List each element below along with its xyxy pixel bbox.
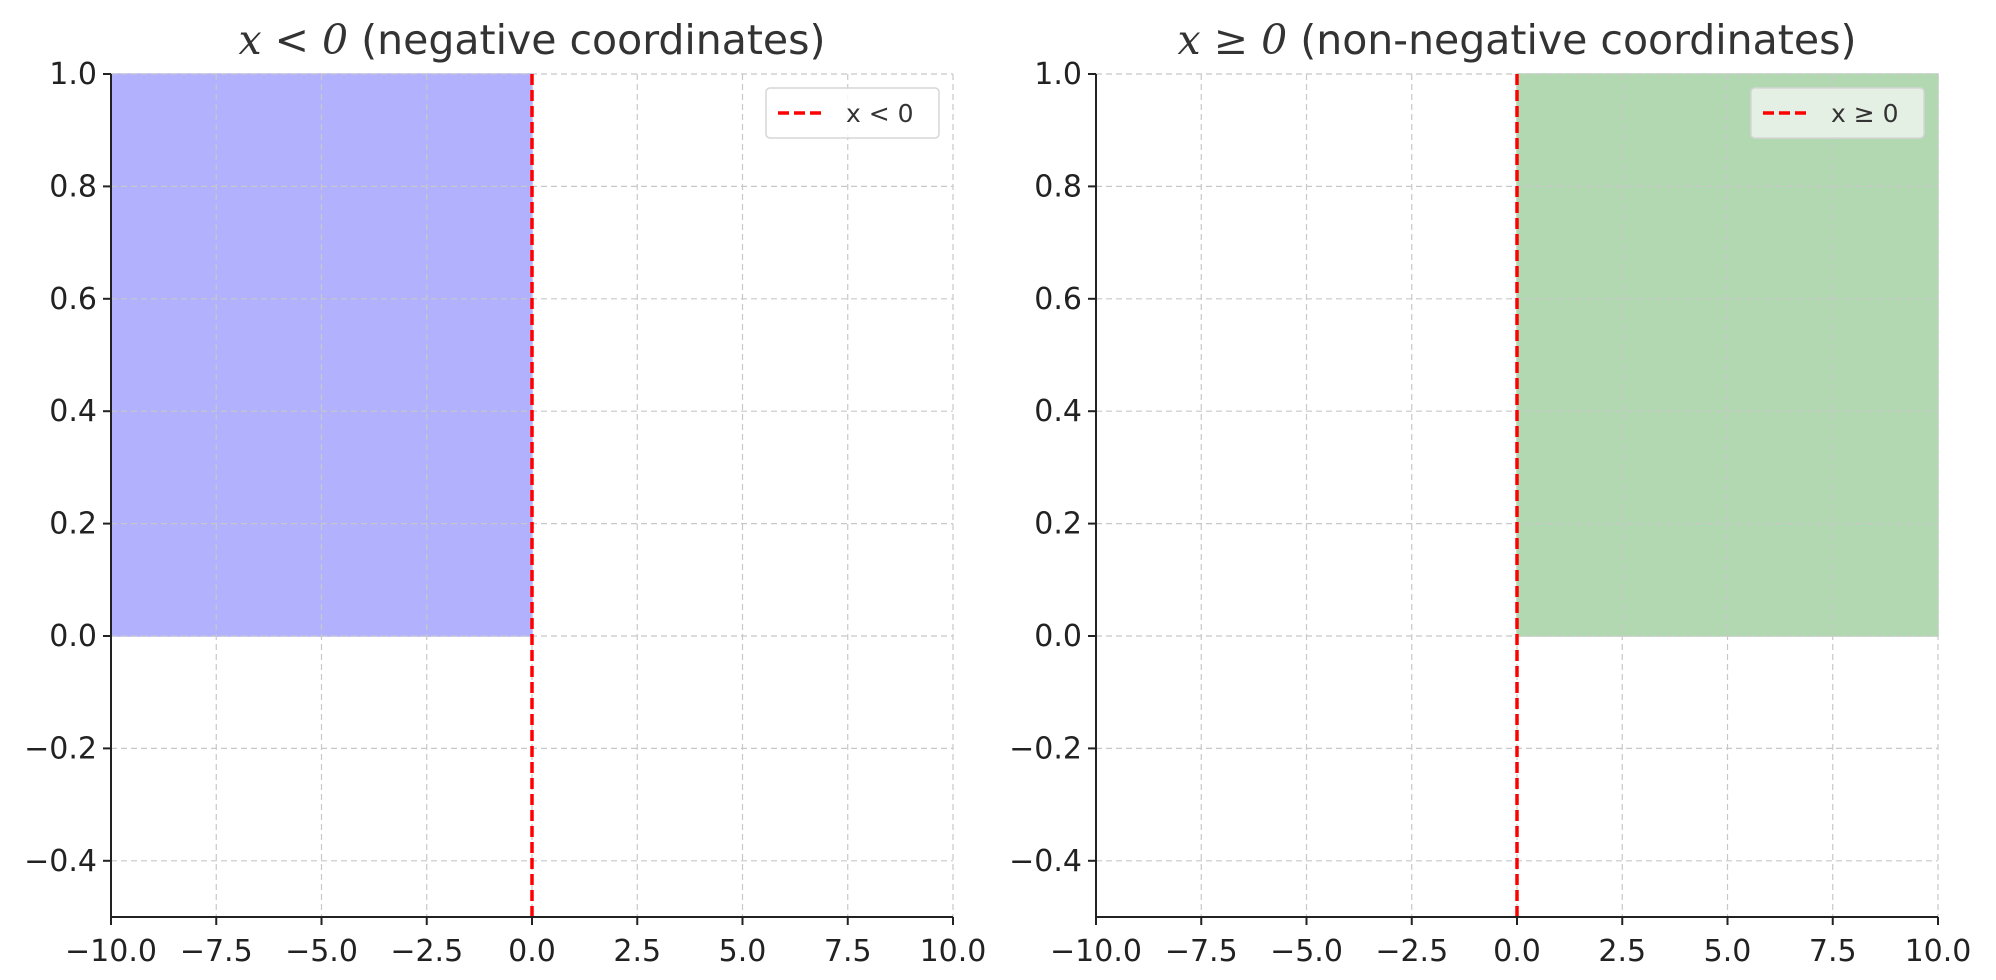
y-tick-label: −0.2 (24, 731, 97, 766)
y-tick-label: −0.4 (1009, 844, 1082, 879)
legend-label: x < 0 (846, 99, 914, 128)
y-tick-label: 0.6 (49, 282, 97, 317)
x-tick-label: 10.0 (1905, 934, 1972, 969)
x-tick-label: 0.0 (1493, 934, 1541, 969)
chart-title-math: x ≥ 0 (1178, 16, 1288, 64)
y-tick-label: 0.8 (49, 169, 97, 204)
x-tick-label: −2.5 (390, 934, 463, 969)
x-axis-ticks: −10.0 −7.5 −5.0 −2.5 0.0 2.5 5.0 7.5 10.0 (1050, 917, 1971, 969)
y-tick-label: 0.2 (49, 507, 97, 542)
x-tick-label: 10.0 (920, 934, 987, 969)
x-tick-label: 2.5 (613, 934, 661, 969)
chart-title-text: (negative coordinates) (348, 16, 825, 64)
y-axis-ticks: 1.0 0.8 0.6 0.4 0.2 0.0 −0.2 −0.4 (24, 57, 111, 879)
x-tick-label: 2.5 (1598, 934, 1646, 969)
x-tick-label: 0.0 (508, 934, 556, 969)
x-tick-label: 5.0 (719, 934, 767, 969)
y-tick-label: 0.0 (1034, 619, 1082, 654)
legend-label: x ≥ 0 (1831, 99, 1899, 128)
chart-negative: −10.0 −7.5 −5.0 −2.5 0.0 2.5 5.0 7.5 10.0 1.0 0.8… (24, 16, 986, 969)
legend-box (765, 87, 940, 139)
x-tick-label: 7.5 (1809, 934, 1857, 969)
y-tick-label: 0.8 (1034, 169, 1082, 204)
x-tick-label: 7.5 (824, 934, 872, 969)
y-axis-ticks: 1.0 0.8 0.6 0.4 0.2 0.0 −0.2 −0.4 (1009, 57, 1096, 879)
x-tick-label: −7.5 (1165, 934, 1238, 969)
y-tick-label: 0.0 (49, 619, 97, 654)
legend: x ≥ 0 (1750, 87, 1925, 139)
y-tick-label: 0.4 (49, 394, 97, 429)
x-tick-label: −5.0 (1270, 934, 1343, 969)
x-tick-label: −10.0 (1050, 934, 1142, 969)
y-tick-label: −0.4 (24, 844, 97, 879)
chart-title-text: (non-negative coordinates) (1287, 16, 1856, 64)
chart-non-negative: −10.0 −7.5 −5.0 −2.5 0.0 2.5 5.0 7.5 10.0 1.0 0.8… (1009, 16, 1971, 969)
chart-title: x < 0 (negative coordinates) (238, 16, 825, 64)
y-tick-label: 0.2 (1034, 507, 1082, 542)
y-tick-label: 0.4 (1034, 394, 1082, 429)
x-tick-label: 5.0 (1704, 934, 1752, 969)
y-tick-label: 1.0 (49, 57, 97, 92)
x-axis-ticks: −10.0 −7.5 −5.0 −2.5 0.0 2.5 5.0 7.5 10.0 (65, 917, 986, 969)
y-tick-label: 1.0 (1034, 57, 1082, 92)
x-tick-label: −7.5 (180, 934, 253, 969)
chart-title: x ≥ 0 (non-negative coordinates) (1178, 16, 1857, 64)
y-tick-label: −0.2 (1009, 731, 1082, 766)
y-tick-label: 0.6 (1034, 282, 1082, 317)
x-tick-label: −5.0 (285, 934, 358, 969)
x-tick-label: −2.5 (1375, 934, 1448, 969)
legend-box (1750, 87, 1925, 139)
chart-title-math: x < 0 (238, 16, 348, 64)
legend: x < 0 (765, 87, 940, 139)
x-tick-label: −10.0 (65, 934, 157, 969)
